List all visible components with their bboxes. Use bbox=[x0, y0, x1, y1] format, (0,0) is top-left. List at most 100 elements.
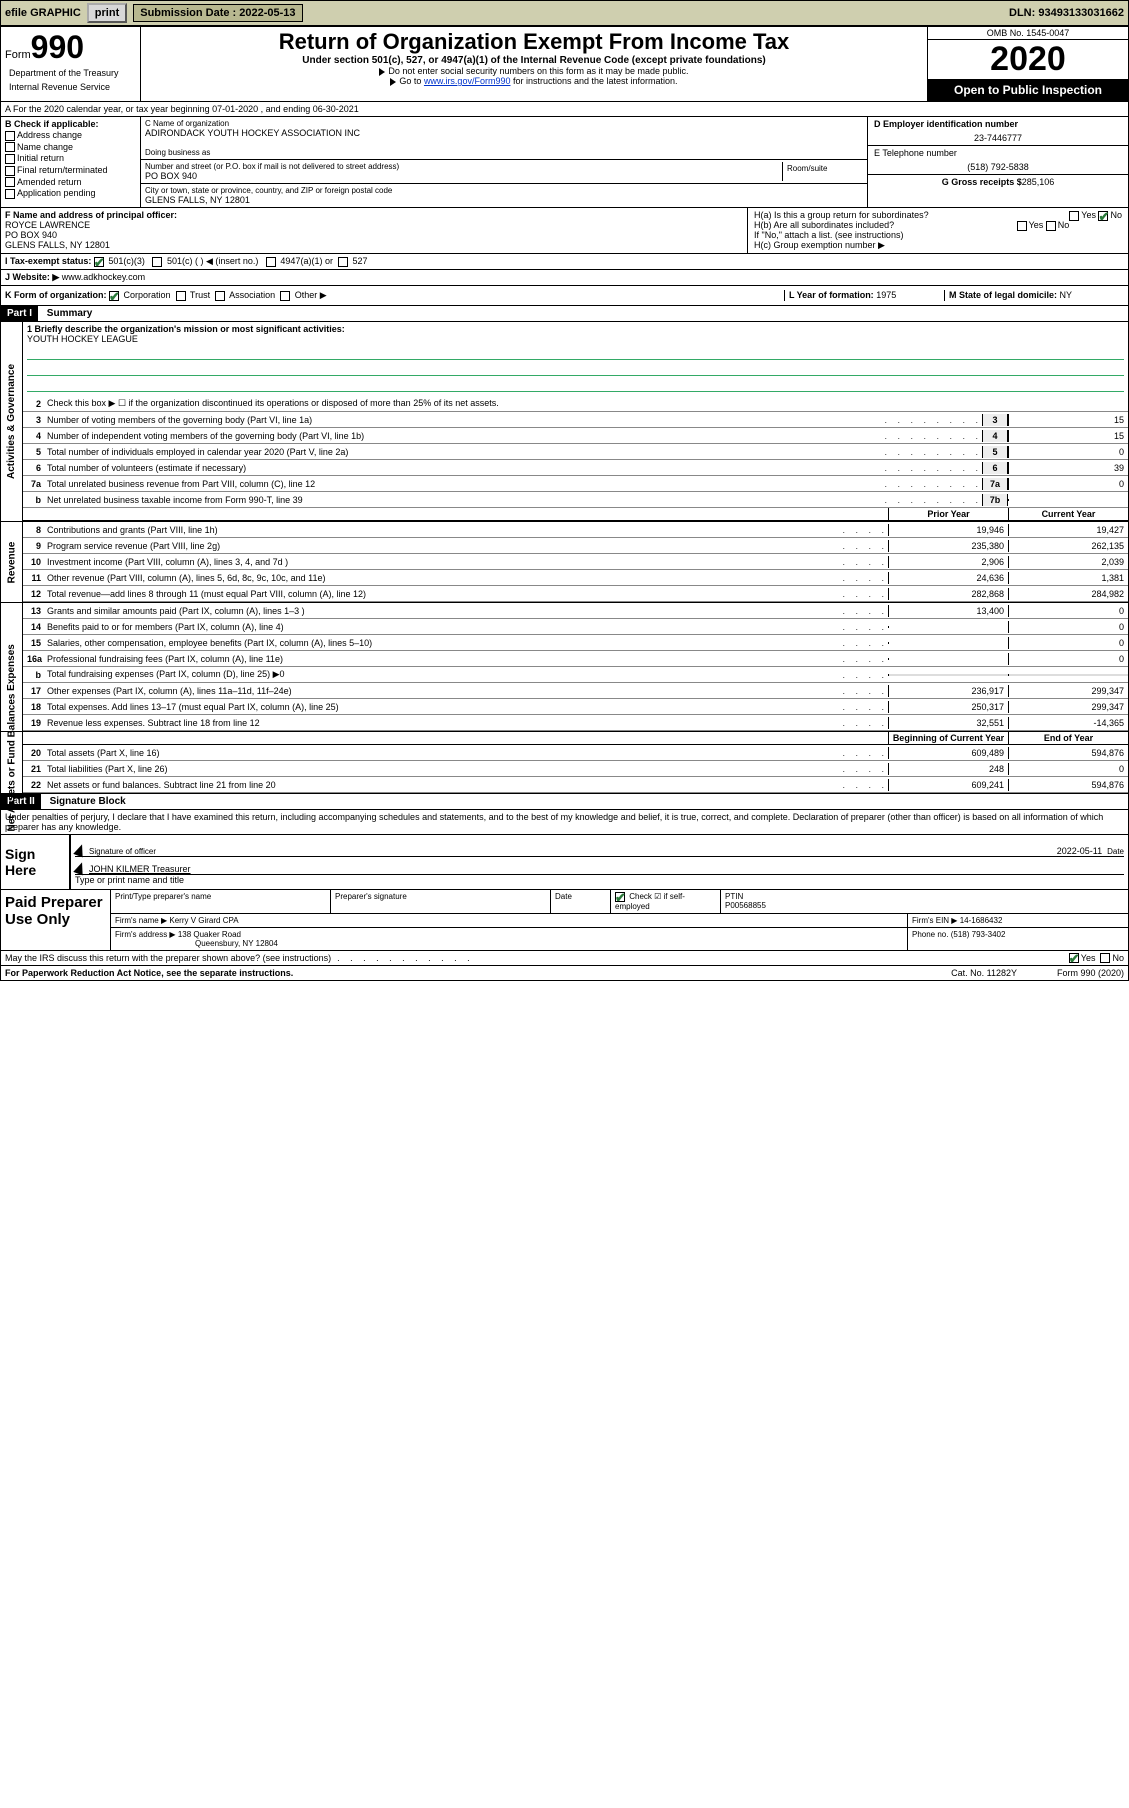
tax-year: 2020 bbox=[928, 40, 1128, 79]
tel-hint: E Telephone number bbox=[874, 148, 1122, 158]
officer-addr2: GLENS FALLS, NY 12801 bbox=[5, 240, 110, 250]
form-year-footer: Form 990 (2020) bbox=[1057, 968, 1124, 978]
line2-text: Check this box ▶ ☐ if the organization d… bbox=[45, 397, 1128, 410]
pen-icon bbox=[73, 843, 87, 858]
firm-addr2: Queensbury, NY 12804 bbox=[195, 939, 278, 948]
checkbox-final-return[interactable] bbox=[5, 166, 15, 176]
checkbox-address-change[interactable] bbox=[5, 131, 15, 141]
mission-line bbox=[27, 362, 1124, 376]
checkbox-other[interactable] bbox=[280, 291, 290, 301]
prep-date-hdr: Date bbox=[551, 890, 611, 913]
checkbox-assoc[interactable] bbox=[215, 291, 225, 301]
h-instr: If "No," attach a list. (see instruction… bbox=[754, 230, 1122, 240]
arrow-icon bbox=[379, 68, 385, 76]
mission-line bbox=[27, 346, 1124, 360]
part1-header: Part I bbox=[1, 306, 38, 321]
col-b-label: B Check if applicable: bbox=[5, 119, 136, 129]
checkbox-527[interactable] bbox=[338, 257, 348, 267]
discuss-question: May the IRS discuss this return with the… bbox=[5, 953, 331, 963]
form-id-cell: Form990 Department of the Treasury Inter… bbox=[1, 27, 141, 101]
m-label: M State of legal domicile: bbox=[949, 290, 1057, 300]
form-label: Form bbox=[5, 49, 31, 61]
l-val: 1975 bbox=[876, 290, 896, 300]
firm-ein: 14-1686432 bbox=[960, 916, 1003, 925]
firm-name: Kerry V Girard CPA bbox=[169, 916, 238, 925]
hdr-end: End of Year bbox=[1008, 732, 1128, 744]
org-address: PO BOX 940 bbox=[145, 171, 782, 181]
ein-hint: D Employer identification number bbox=[874, 119, 1122, 129]
col-d-ein: D Employer identification number 23-7446… bbox=[868, 117, 1128, 207]
checkbox-discuss-yes[interactable] bbox=[1069, 953, 1079, 963]
checkbox-hb-no[interactable] bbox=[1046, 221, 1056, 231]
row-a-tax-year: A For the 2020 calendar year, or tax yea… bbox=[1, 101, 1128, 116]
instr-goto-pre: Go to bbox=[399, 76, 424, 86]
checkbox-4947[interactable] bbox=[266, 257, 276, 267]
vlabel-netassets: Net Assets or Fund Balances bbox=[1, 732, 23, 793]
paperwork-notice: For Paperwork Reduction Act Notice, see … bbox=[5, 968, 293, 978]
form-subtitle: Under section 501(c), 527, or 4947(a)(1)… bbox=[147, 55, 921, 66]
checkbox-501c3[interactable] bbox=[94, 257, 104, 267]
mission-text: YOUTH HOCKEY LEAGUE bbox=[27, 334, 138, 344]
firm-addr1: 138 Quaker Road bbox=[178, 930, 241, 939]
arrow-icon bbox=[390, 78, 396, 86]
ptin-value: P00568855 bbox=[725, 901, 766, 910]
omb-number: OMB No. 1545-0047 bbox=[928, 27, 1128, 40]
website-value: www.adkhockey.com bbox=[62, 272, 145, 283]
checkbox-ha-no[interactable] bbox=[1098, 211, 1108, 221]
form-year-cell: OMB No. 1545-0047 2020 Open to Public In… bbox=[928, 27, 1128, 101]
sig-officer-label: Signature of officer bbox=[89, 847, 156, 856]
officer-addr1: PO BOX 940 bbox=[5, 230, 57, 240]
cat-no: Cat. No. 11282Y bbox=[951, 968, 1017, 978]
irs-label: Internal Revenue Service bbox=[5, 80, 136, 94]
hb-label: H(b) Are all subordinates included? bbox=[754, 220, 894, 230]
efile-label: efile GRAPHIC bbox=[5, 7, 81, 19]
checkbox-hb-yes[interactable] bbox=[1017, 221, 1027, 231]
k-label: K Form of organization: bbox=[5, 290, 107, 300]
officer-name: ROYCE LAWRENCE bbox=[5, 220, 90, 230]
checkbox-initial-return[interactable] bbox=[5, 154, 15, 164]
col-b-checkboxes: B Check if applicable: Address change Na… bbox=[1, 117, 141, 207]
form-title-cell: Return of Organization Exempt From Incom… bbox=[141, 27, 928, 101]
instr-goto-post: for instructions and the latest informat… bbox=[510, 76, 677, 86]
dba-hint: Doing business as bbox=[145, 148, 863, 157]
officer-name-title: JOHN KILMER Treasurer bbox=[89, 864, 191, 874]
sig-date: 2022-05-11 bbox=[1057, 846, 1102, 856]
hc-label: H(c) Group exemption number ▶ bbox=[754, 240, 1122, 251]
penalties-text: Under penalties of perjury, I declare th… bbox=[1, 810, 1128, 834]
addr-hint: Number and street (or P.O. box if mail i… bbox=[145, 162, 782, 171]
gross-value: 285,106 bbox=[1022, 177, 1055, 187]
checkbox-ha-yes[interactable] bbox=[1069, 211, 1079, 221]
part1-title: Summary bbox=[41, 306, 99, 321]
open-to-public: Open to Public Inspection bbox=[928, 79, 1128, 101]
j-label: J Website: ▶ bbox=[5, 272, 59, 283]
part2-title: Signature Block bbox=[44, 794, 132, 809]
hdr-curr: Current Year bbox=[1008, 508, 1128, 520]
i-label: I Tax-exempt status: bbox=[5, 256, 91, 266]
checkbox-501c[interactable] bbox=[152, 257, 162, 267]
checkbox-amended[interactable] bbox=[5, 177, 15, 187]
form-title: Return of Organization Exempt From Incom… bbox=[147, 29, 921, 55]
checkbox-corp[interactable] bbox=[109, 291, 119, 301]
mission-line bbox=[27, 378, 1124, 392]
pen-icon bbox=[73, 861, 87, 876]
tel-value: (518) 792-5838 bbox=[874, 162, 1122, 172]
checkbox-app-pending[interactable] bbox=[5, 189, 15, 199]
checkbox-name-change[interactable] bbox=[5, 142, 15, 152]
col-c-org-info: C Name of organization ADIRONDACK YOUTH … bbox=[141, 117, 868, 207]
hdr-begin: Beginning of Current Year bbox=[888, 732, 1008, 744]
irs-link[interactable]: www.irs.gov/Form990 bbox=[424, 76, 511, 86]
submission-date: Submission Date : 2022-05-13 bbox=[133, 4, 302, 22]
top-bar: efile GRAPHIC print Submission Date : 20… bbox=[0, 0, 1129, 26]
print-button[interactable]: print bbox=[87, 3, 127, 23]
m-val: NY bbox=[1060, 290, 1073, 300]
firm-phone: (518) 793-3402 bbox=[951, 930, 1006, 939]
checkbox-discuss-no[interactable] bbox=[1100, 953, 1110, 963]
room-hint: Room/suite bbox=[787, 164, 859, 173]
vlabel-revenue: Revenue bbox=[1, 522, 23, 602]
paid-preparer-label: Paid Preparer Use Only bbox=[1, 890, 111, 950]
checkbox-self-employed[interactable] bbox=[615, 892, 625, 902]
vlabel-governance: Activities & Governance bbox=[1, 322, 23, 521]
checkbox-trust[interactable] bbox=[176, 291, 186, 301]
hdr-prior: Prior Year bbox=[888, 508, 1008, 520]
type-print-hint: Type or print name and title bbox=[75, 875, 1124, 885]
